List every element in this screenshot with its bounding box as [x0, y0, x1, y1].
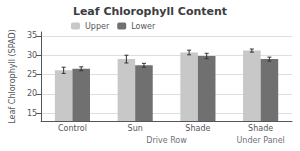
svg-text:Sun: Sun: [128, 124, 143, 133]
svg-text:Shade: Shade: [185, 124, 210, 133]
svg-text:30: 30: [27, 51, 37, 60]
svg-text:15: 15: [27, 109, 37, 118]
svg-text:Leaf Chlorophyll Content: Leaf Chlorophyll Content: [73, 5, 227, 18]
svg-text:Lower: Lower: [131, 22, 156, 31]
svg-text:Upper: Upper: [85, 22, 110, 31]
svg-text:35: 35: [27, 31, 37, 40]
svg-text:20: 20: [27, 89, 37, 98]
svg-text:25: 25: [27, 70, 37, 79]
svg-text:Under Panel: Under Panel: [236, 136, 284, 145]
svg-text:Drive Row: Drive Row: [146, 136, 187, 145]
svg-text:Leaf Chlorophyll (SPAD): Leaf Chlorophyll (SPAD): [8, 29, 17, 123]
svg-text:Control: Control: [58, 124, 87, 133]
svg-text:Shade: Shade: [248, 124, 273, 133]
